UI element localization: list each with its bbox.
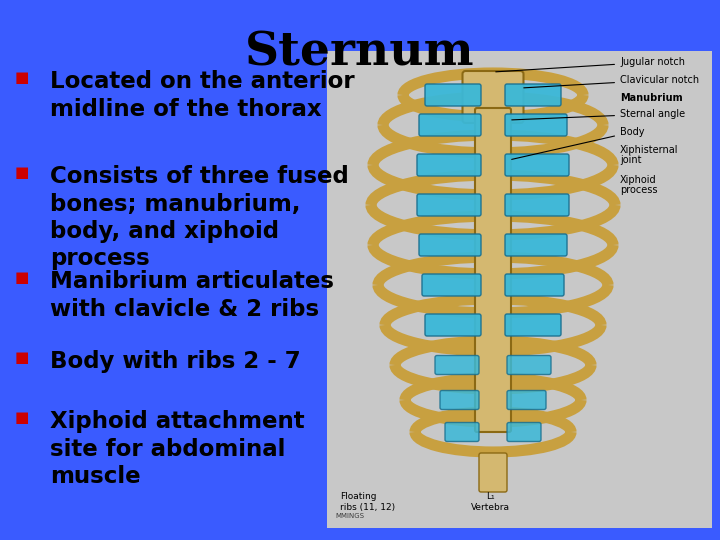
Text: Xiphisternal: Xiphisternal bbox=[620, 145, 678, 155]
FancyBboxPatch shape bbox=[505, 234, 567, 256]
FancyBboxPatch shape bbox=[475, 108, 511, 432]
FancyBboxPatch shape bbox=[505, 274, 564, 296]
FancyBboxPatch shape bbox=[505, 114, 567, 136]
Text: Sternal angle: Sternal angle bbox=[512, 109, 685, 120]
FancyBboxPatch shape bbox=[507, 355, 551, 375]
Text: Manibrium articulates
with clavicle & 2 ribs: Manibrium articulates with clavicle & 2 … bbox=[50, 270, 334, 321]
FancyBboxPatch shape bbox=[419, 114, 481, 136]
Text: Xiphoid: Xiphoid bbox=[620, 175, 657, 185]
Text: Consists of three fused
bones; manubrium,
body, and xiphoid
process: Consists of three fused bones; manubrium… bbox=[50, 165, 348, 271]
FancyBboxPatch shape bbox=[507, 390, 546, 409]
FancyBboxPatch shape bbox=[462, 71, 523, 123]
Text: ■: ■ bbox=[15, 350, 30, 365]
Text: ■: ■ bbox=[15, 410, 30, 425]
FancyBboxPatch shape bbox=[327, 51, 712, 528]
FancyBboxPatch shape bbox=[417, 194, 481, 216]
FancyBboxPatch shape bbox=[419, 234, 481, 256]
Text: ■: ■ bbox=[15, 165, 30, 180]
Text: process: process bbox=[620, 185, 657, 195]
Text: Body with ribs 2 - 7: Body with ribs 2 - 7 bbox=[50, 350, 301, 373]
FancyBboxPatch shape bbox=[440, 390, 479, 409]
FancyBboxPatch shape bbox=[425, 84, 481, 106]
FancyBboxPatch shape bbox=[425, 314, 481, 336]
Text: Jugular notch: Jugular notch bbox=[496, 57, 685, 72]
FancyBboxPatch shape bbox=[505, 314, 561, 336]
FancyBboxPatch shape bbox=[445, 422, 479, 442]
Text: joint: joint bbox=[620, 155, 642, 165]
Text: ■: ■ bbox=[15, 70, 30, 85]
FancyBboxPatch shape bbox=[417, 154, 481, 176]
FancyBboxPatch shape bbox=[422, 274, 481, 296]
FancyBboxPatch shape bbox=[435, 355, 479, 375]
FancyBboxPatch shape bbox=[507, 422, 541, 442]
Text: Manubrium: Manubrium bbox=[620, 93, 683, 103]
Text: MMINGS: MMINGS bbox=[335, 513, 364, 519]
FancyBboxPatch shape bbox=[505, 154, 569, 176]
FancyBboxPatch shape bbox=[505, 194, 569, 216]
Text: ■: ■ bbox=[15, 270, 30, 285]
Text: Clavicular notch: Clavicular notch bbox=[523, 75, 699, 88]
Text: Xiphoid attachment
site for abdominal
muscle: Xiphoid attachment site for abdominal mu… bbox=[50, 410, 305, 488]
Text: Located on the anterior
midline of the thorax: Located on the anterior midline of the t… bbox=[50, 70, 355, 120]
Text: L₁
Vertebra: L₁ Vertebra bbox=[470, 492, 510, 512]
FancyBboxPatch shape bbox=[479, 453, 507, 492]
FancyBboxPatch shape bbox=[505, 84, 561, 106]
Text: Sternum: Sternum bbox=[246, 30, 474, 76]
Text: Body: Body bbox=[512, 127, 644, 159]
Text: Floating
ribs (11, 12): Floating ribs (11, 12) bbox=[340, 492, 395, 512]
